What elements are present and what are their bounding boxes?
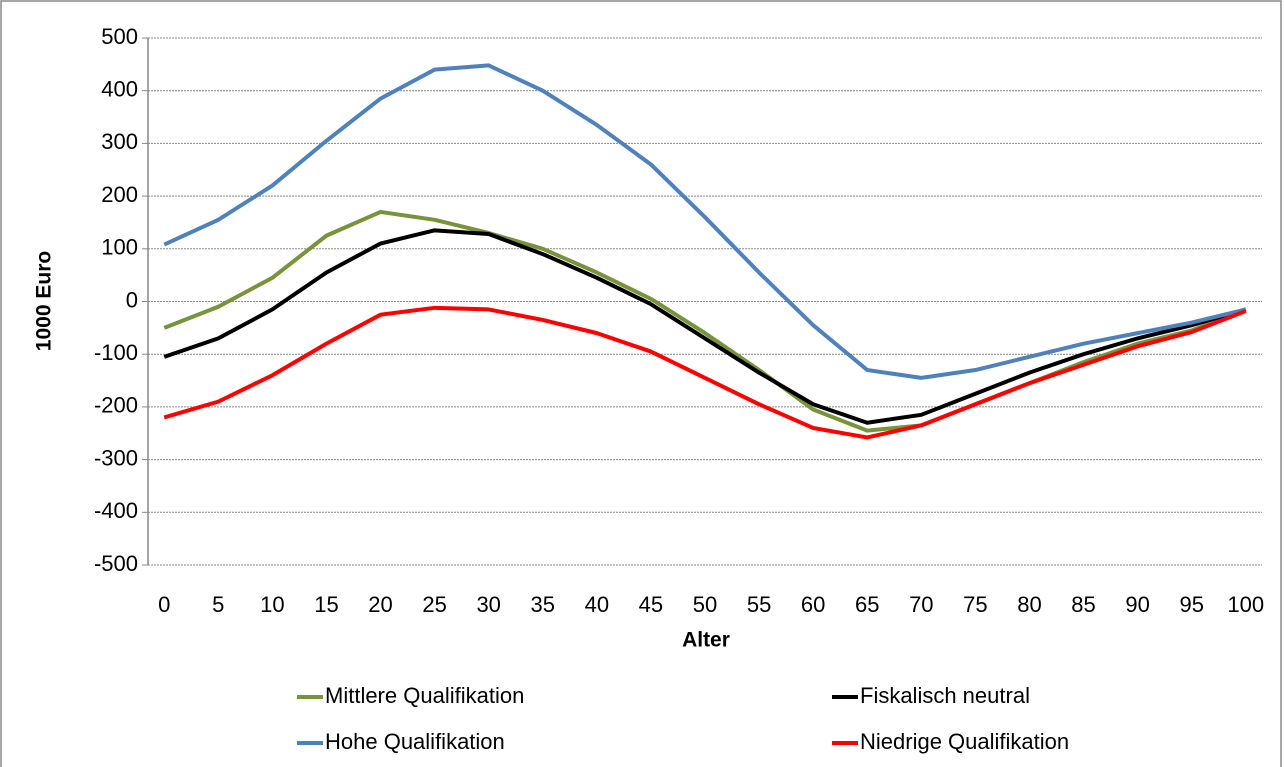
y-tick-label: 100 [101, 235, 138, 260]
legend-label: Mittlere Qualifikation [325, 683, 524, 708]
y-tick-label: 400 [101, 77, 138, 102]
x-tick-label: 80 [1017, 592, 1041, 617]
x-tick-label: 30 [476, 592, 500, 617]
legend-label: Niedrige Qualifikation [860, 729, 1069, 754]
y-tick-label: -300 [94, 445, 138, 470]
series-line [163, 305, 1247, 440]
x-tick-label: 15 [314, 592, 338, 617]
x-tick-label: 90 [1125, 592, 1149, 617]
y-tick-label: 0 [126, 287, 138, 312]
x-tick-label: 100 [1227, 592, 1264, 617]
y-tick-label: 500 [101, 24, 138, 49]
x-tick-label: 75 [963, 592, 987, 617]
x-tick-label: 45 [639, 592, 663, 617]
x-tick-label: 20 [368, 592, 392, 617]
x-tick-label: 50 [693, 592, 717, 617]
x-tick-label: 95 [1179, 592, 1203, 617]
x-tick-label: 5 [212, 592, 224, 617]
series-line [163, 228, 1247, 425]
x-tick-label: 60 [801, 592, 825, 617]
x-tick-label: 70 [909, 592, 933, 617]
x-tick-label: 55 [747, 592, 771, 617]
y-tick-label: -500 [94, 551, 138, 576]
x-tick-label: 10 [260, 592, 284, 617]
y-tick-label: 300 [101, 129, 138, 154]
x-tick-label: 40 [585, 592, 609, 617]
legend-label: Hohe Qualifikation [325, 729, 505, 754]
x-tick-label: 35 [531, 592, 555, 617]
legend-label: Fiskalisch neutral [860, 683, 1030, 708]
x-axis-label: Alter [682, 629, 730, 652]
y-tick-label: -100 [94, 340, 138, 365]
x-tick-label: 65 [855, 592, 879, 617]
x-tick-label: 0 [158, 592, 170, 617]
y-axis-label: 1000 Euro [33, 251, 56, 351]
series-line [163, 63, 1247, 380]
x-tick-label: 85 [1071, 592, 1095, 617]
y-tick-label: -400 [94, 498, 138, 523]
y-tick-label: -200 [94, 393, 138, 418]
y-tick-label: 200 [101, 182, 138, 207]
x-tick-label: 25 [422, 592, 446, 617]
